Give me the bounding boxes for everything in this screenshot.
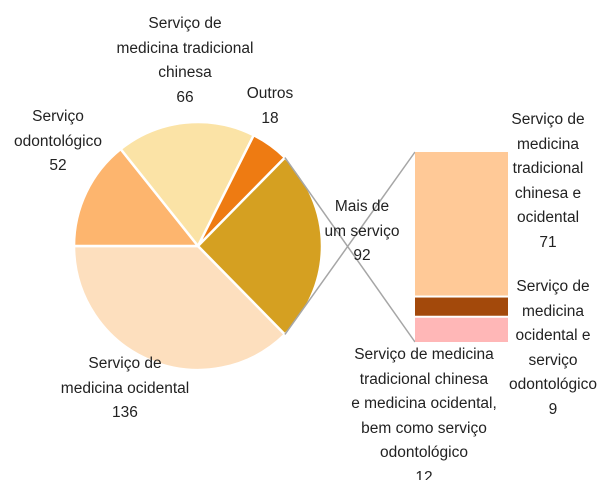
slice-label: Serviço de medicina ocidental 136 — [61, 352, 189, 426]
slice-label: Serviço de medicina tradicional chinesa … — [511, 108, 584, 255]
pie-slice — [118, 120, 256, 249]
bar-segment — [415, 152, 508, 296]
connector-line — [284, 157, 416, 343]
slice-label: Mais de um serviço 92 — [325, 195, 400, 269]
category-name: Serviço de medicina tradicional chinesa … — [511, 111, 585, 226]
slice-label: Serviço de medicina tradicional chinesa … — [351, 343, 497, 480]
value-label: 92 — [353, 247, 371, 264]
category-name: Serviço odontológico — [14, 108, 102, 150]
slice-label: Serviço de medicina tradicional chinesa 6… — [117, 12, 254, 110]
value-label: 71 — [539, 233, 557, 251]
category-name: Serviço de medicina ocidental e serviço … — [509, 278, 597, 393]
bar-segment — [415, 317, 508, 342]
connector-line — [284, 151, 416, 335]
pie-slice — [72, 147, 201, 248]
value-label: 12 — [415, 468, 433, 480]
category-name: Outros — [246, 85, 294, 102]
bar-segment — [415, 297, 508, 316]
category-name: Serviço de medicina ocidental — [60, 355, 190, 397]
value-label: 18 — [261, 109, 279, 127]
pie-slice — [72, 244, 287, 372]
value-label: 66 — [176, 88, 194, 106]
category-name: Serviço de medicina tradicional chinesa … — [351, 346, 497, 461]
slice-label: Serviço odontológico 52 — [14, 105, 102, 179]
category-name: Mais de um serviço — [324, 198, 400, 240]
value-label: 136 — [112, 404, 138, 421]
value-label: 9 — [548, 400, 558, 418]
slice-label: Outros 18 — [247, 82, 294, 131]
pie-slice — [196, 155, 324, 337]
slice-label: Serviço de medicina ocidental e serviço … — [509, 275, 597, 422]
value-label: 52 — [49, 157, 67, 174]
category-name: Serviço de medicina tradicional chinesa — [116, 15, 254, 81]
